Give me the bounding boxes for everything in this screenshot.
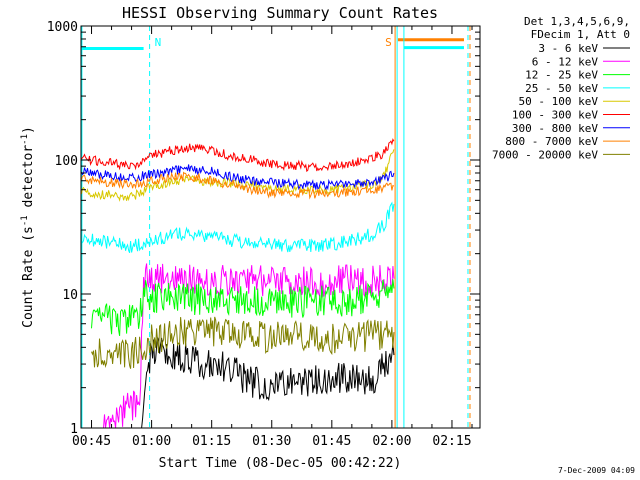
y-axis-label-part3: ) [21,126,36,134]
flag-marker-label: S [385,36,392,49]
legend-label: 6 - 12 keV [532,55,599,68]
x-tick-label: 02:00 [372,434,411,449]
series-line [91,279,395,336]
chart-title: HESSI Observing Summary Count Rates [122,4,438,22]
y-axis-label-part2: detector [21,145,36,216]
legend-label: 25 - 50 keV [525,82,598,95]
flag-bars [81,38,464,50]
series-line [81,201,395,253]
series-line [91,316,395,369]
legend-label: 800 - 7000 keV [505,135,598,148]
series-lines [81,138,395,429]
y-tick-label: 1000 [47,20,78,35]
legend-label: 300 - 800 keV [512,122,598,135]
x-tick-label: 02:15 [432,434,471,449]
y-tick-label: 100 [55,154,78,169]
legend-label: 7000 - 20000 keV [492,148,598,161]
x-axis: 00:45 01:00 01:15 01:30 01:45 02:00 02:15 [72,26,473,449]
x-tick-label: 01:30 [252,434,291,449]
y-axis-label-sup1: -1 [20,215,30,226]
legend-label: 50 - 100 keV [519,95,599,108]
series-line [81,164,395,192]
legend-header-line2: FDecim 1, Att 0 [531,28,630,41]
series-line [103,263,395,429]
y-tick-label: 10 [62,288,78,303]
series-line [141,337,395,429]
x-axis-label: Start Time (08-Dec-05 00:42:22) [159,456,402,471]
legend-header-line1: Det 1,3,4,5,6,9, [524,15,630,28]
footer-date: 7-Dec-2009 04:09 [558,466,635,475]
x-tick-label: 00:45 [72,434,111,449]
x-tick-label: 01:00 [132,434,171,449]
plot-frame [80,25,481,429]
flag-marker-label: N [155,36,162,49]
legend-label: 12 - 25 keV [525,69,598,82]
legend-label: 3 - 6 keV [538,42,598,55]
y-axis-label-sup2: -1 [20,134,30,145]
y-axis: 1 10 100 1000 [47,20,480,437]
x-tick-label: 01:15 [192,434,231,449]
y-axis-label: Count Rate (s-1 detector-1) [20,126,36,328]
y-tick-label: 1 [70,422,78,437]
series-line [81,171,395,200]
legend: Det 1,3,4,5,6,9, FDecim 1, Att 0 3 - 6 k… [492,15,630,161]
y-axis-label-part1: Count Rate (s [21,226,36,328]
series-line [81,138,395,173]
legend-label: 100 - 300 keV [512,109,598,122]
x-tick-label: 01:45 [312,434,351,449]
